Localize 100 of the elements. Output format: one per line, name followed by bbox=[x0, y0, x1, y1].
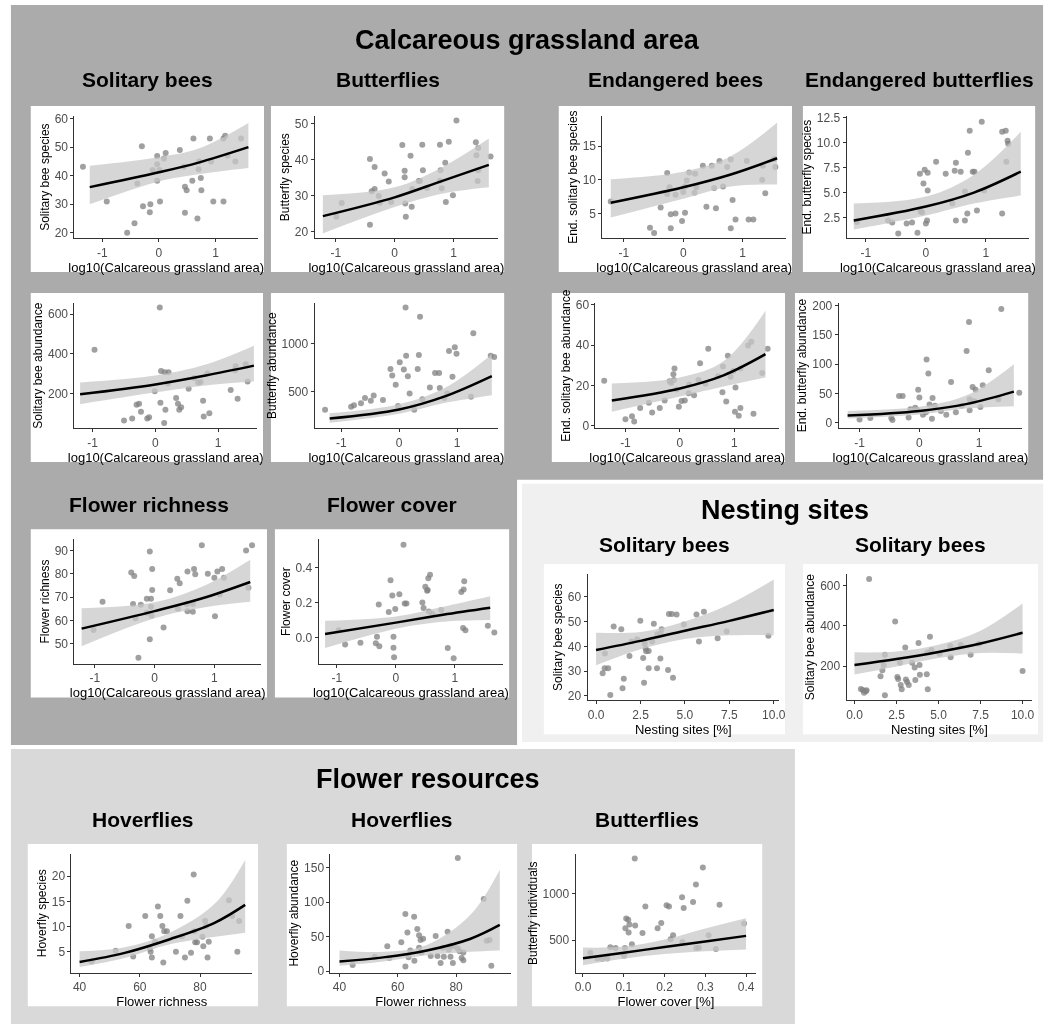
y-axis-title: Flower cover bbox=[278, 567, 293, 636]
chart-title: Butterflies bbox=[595, 808, 699, 831]
y-tick-label: 40 bbox=[54, 168, 69, 183]
x-tick-label: 0 bbox=[395, 435, 403, 450]
y-axis-title: Butterfly abundance bbox=[264, 311, 279, 419]
x-tick-label: -1 bbox=[89, 671, 101, 686]
x-tick-label: 40 bbox=[72, 979, 87, 994]
x-axis-title: log10(Calcareous grassland area) bbox=[67, 449, 264, 465]
y-tick-label: 600 bbox=[820, 578, 841, 593]
x-tick-label: 80 bbox=[449, 979, 464, 994]
x-tick-label: 1 bbox=[451, 671, 459, 686]
y-tick-label: 100 bbox=[812, 357, 833, 372]
y-tick-label: 600 bbox=[48, 307, 69, 322]
x-axis-title: log10(Calcareous grassland area) bbox=[596, 259, 793, 275]
x-axis-title: Nesting sites [%] bbox=[890, 721, 988, 737]
x-tick-label: -1 bbox=[618, 245, 630, 260]
y-tick-label: 0.4 bbox=[295, 560, 313, 575]
chart-title: Solitary bees bbox=[855, 533, 986, 556]
y-tick-label: 20 bbox=[51, 869, 66, 884]
y-tick-label: 30 bbox=[567, 664, 582, 679]
y-axis-title: Hoverfly species bbox=[35, 869, 50, 958]
y-tick-label: 70 bbox=[54, 590, 69, 605]
y-tick-label: 200 bbox=[820, 659, 841, 674]
y-tick-label: 2.5 bbox=[823, 210, 841, 225]
x-axis-title: Flower richness bbox=[375, 993, 467, 1009]
chart-title: Butterflies bbox=[336, 68, 440, 91]
x-tick-label: 0 bbox=[392, 671, 400, 686]
y-tick-label: 0 bbox=[582, 419, 590, 434]
x-axis-title: log10(Calcareous grassland area) bbox=[69, 685, 266, 701]
x-tick-label: -1 bbox=[620, 435, 632, 450]
y-tick-label: 60 bbox=[54, 613, 69, 628]
y-tick-label: 20 bbox=[567, 688, 582, 703]
x-tick-label: 0 bbox=[151, 671, 159, 686]
x-tick-label: 1 bbox=[212, 245, 220, 260]
y-tick-label: 90 bbox=[54, 543, 69, 558]
text: Nesting sites bbox=[701, 495, 870, 525]
x-tick-label: 1 bbox=[731, 435, 739, 450]
y-axis-title: Hoverfly abundance bbox=[287, 859, 302, 967]
x-tick-label: 0 bbox=[679, 245, 687, 260]
x-tick-label: 1 bbox=[214, 435, 222, 450]
y-tick-label: 400 bbox=[820, 618, 841, 633]
x-tick-label: 0 bbox=[155, 245, 163, 260]
y-tick-label: 30 bbox=[294, 188, 309, 203]
x-axis-title: log10(Calcareous grassland area) bbox=[308, 259, 505, 275]
y-tick-label: 50 bbox=[310, 929, 325, 944]
text: Calcareous grassland area bbox=[355, 25, 700, 55]
y-tick-label: 20 bbox=[294, 224, 309, 239]
x-tick-label: 0.4 bbox=[737, 979, 755, 994]
x-tick-label: 0 bbox=[922, 245, 930, 260]
y-tick-label: 10.0 bbox=[816, 135, 841, 150]
y-tick-label: 150 bbox=[304, 860, 325, 875]
x-tick-label: 1 bbox=[975, 435, 983, 450]
x-tick-label: -1 bbox=[335, 435, 347, 450]
chart-title: Solitary bees bbox=[599, 533, 730, 556]
x-axis-title: log10(Calcareous grassland area) bbox=[68, 259, 265, 275]
y-tick-label: 40 bbox=[575, 338, 590, 353]
y-tick-label: 0 bbox=[825, 415, 833, 430]
x-tick-label: 0.3 bbox=[696, 979, 714, 994]
y-axis-title: Solitary bee abundance bbox=[803, 573, 818, 701]
x-tick-label: 0 bbox=[391, 245, 399, 260]
y-tick-label: 50 bbox=[54, 637, 69, 652]
y-tick-label: 60 bbox=[575, 298, 590, 313]
x-axis-title: log10(Calcareous grassland area) bbox=[832, 449, 1029, 465]
y-axis-title: Flower richness bbox=[37, 559, 52, 644]
x-tick-label: 2.5 bbox=[632, 707, 650, 722]
x-tick-label: 0 bbox=[152, 435, 160, 450]
x-tick-label: 5.0 bbox=[930, 707, 948, 722]
x-tick-label: 10.0 bbox=[762, 707, 786, 722]
chart-title: Hoverflies bbox=[92, 808, 194, 831]
y-tick-label: 100 bbox=[304, 895, 325, 910]
y-axis-title: Solitary bee species bbox=[551, 583, 566, 691]
y-tick-label: 10 bbox=[582, 173, 597, 188]
x-axis-title: Flower cover [%] bbox=[617, 993, 715, 1009]
x-tick-label: 0.2 bbox=[656, 979, 674, 994]
y-tick-label: 200 bbox=[812, 298, 833, 313]
y-tick-label: 80 bbox=[54, 566, 69, 581]
y-tick-label: 30 bbox=[54, 197, 69, 212]
y-axis-title: End. butterfly species bbox=[800, 119, 815, 235]
y-tick-label: 50 bbox=[54, 140, 69, 155]
chart-title: Solitary bees bbox=[82, 68, 213, 91]
x-axis-title: log10(Calcareous grassland area) bbox=[308, 449, 505, 465]
x-tick-label: 7.5 bbox=[720, 707, 738, 722]
y-tick-label: 20 bbox=[54, 225, 69, 240]
x-axis-title: Nesting sites [%] bbox=[634, 721, 732, 737]
x-tick-label: 0.1 bbox=[615, 979, 633, 994]
y-axis-title: Solitary bee species bbox=[37, 123, 52, 231]
chart-title: Endangered butterflies bbox=[805, 68, 1034, 91]
x-axis-title: Flower richness bbox=[116, 993, 208, 1009]
y-tick-label: 40 bbox=[294, 152, 309, 167]
x-axis-title: log10(Calcareous grassland area) bbox=[312, 685, 509, 701]
x-tick-label: 1 bbox=[739, 245, 747, 260]
y-tick-label: 60 bbox=[567, 590, 582, 605]
x-tick-label: 5.0 bbox=[676, 707, 694, 722]
y-axis-title: End. solitary bee abundance bbox=[559, 289, 574, 442]
x-tick-label: -1 bbox=[87, 435, 99, 450]
x-tick-label: 1 bbox=[211, 671, 219, 686]
y-tick-label: 40 bbox=[567, 639, 582, 654]
x-tick-label: 1 bbox=[982, 245, 990, 260]
chart-title: Endangered bees bbox=[588, 68, 764, 91]
y-tick-label: 5 bbox=[58, 945, 66, 960]
